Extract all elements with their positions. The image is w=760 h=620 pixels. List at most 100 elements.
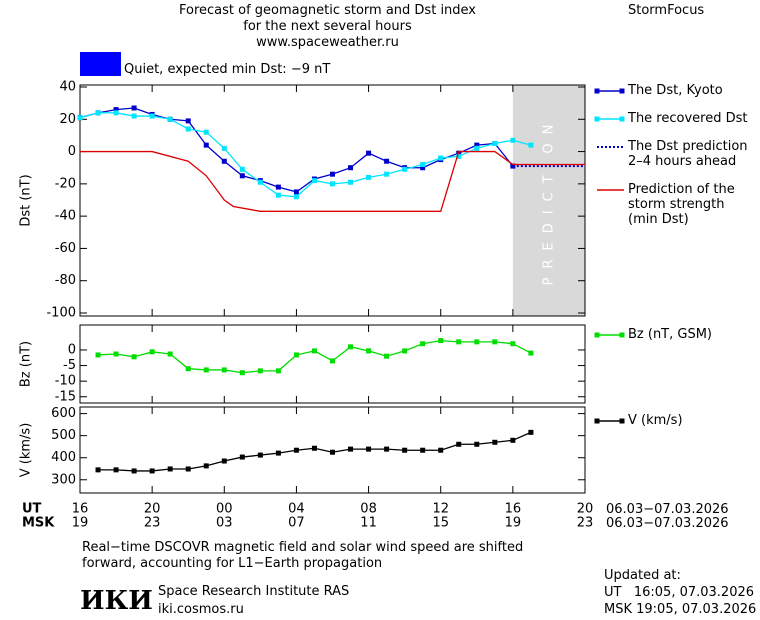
data-point [438, 338, 444, 344]
data-point [420, 161, 426, 167]
x-tick-label: 00 [216, 502, 233, 517]
data-point [474, 142, 480, 148]
data-point [221, 367, 227, 373]
series-line [80, 150, 585, 212]
x2-tick-label: 03 [216, 516, 233, 531]
y-axis-label: Bz (nT) [19, 341, 34, 387]
data-point [384, 158, 390, 164]
data-point [221, 458, 227, 464]
data-point [366, 348, 372, 354]
x-tick-label: 12 [432, 502, 449, 517]
plot-frame [79, 84, 586, 317]
data-point [131, 468, 137, 474]
data-point [474, 339, 480, 345]
data-point [293, 189, 299, 195]
prediction-band [512, 85, 585, 316]
data-point [185, 118, 191, 124]
data-point [149, 468, 155, 474]
x2-tick-label: 19 [72, 516, 89, 531]
y-tick-label: -60 [55, 241, 76, 256]
data-point [239, 166, 245, 172]
data-point [528, 429, 534, 435]
x2-tick-label: 15 [432, 516, 449, 531]
data-point [384, 446, 390, 452]
legend-label: The Dst prediction 2–4 hours ahead [628, 139, 748, 169]
legend-marker [619, 88, 625, 94]
x2-tick-label: 19 [505, 516, 522, 531]
status-swatch [80, 52, 121, 76]
y-tick-label: 0 [68, 144, 76, 159]
data-point [203, 463, 209, 469]
updated-msk: MSK 19:05, 07.03.2026 [604, 602, 757, 617]
y-axis-label: Dst (nT) [19, 174, 34, 226]
data-point [366, 150, 372, 156]
data-point [113, 107, 119, 113]
y-tick-label: -20 [55, 176, 76, 191]
y-tick-label: 40 [59, 80, 76, 95]
data-point [167, 466, 173, 472]
data-point [185, 466, 191, 472]
y-tick-label: -100 [46, 306, 76, 321]
data-point [348, 179, 354, 185]
data-point [528, 142, 534, 148]
data-point [492, 141, 498, 146]
data-point [113, 351, 119, 357]
data-point [474, 441, 480, 447]
series-line [98, 431, 532, 472]
data-point [239, 173, 245, 179]
legend-marker [619, 116, 625, 122]
data-point [311, 348, 317, 354]
data-point [95, 110, 101, 116]
data-point [203, 367, 209, 373]
data-point [221, 158, 227, 164]
series-line [79, 112, 532, 198]
legend-marker [594, 418, 600, 424]
logo: ИКИ [80, 586, 153, 616]
y-tick-label: 500 [51, 428, 76, 443]
y-tick-label: 300 [51, 472, 76, 487]
legend-label: The recovered Dst [628, 111, 748, 126]
data-point [420, 341, 426, 347]
x2-tick-label: 23 [144, 516, 161, 531]
data-point [402, 348, 408, 354]
x-tick-label: 20 [577, 502, 594, 517]
data-point [348, 446, 354, 452]
data-point [384, 171, 390, 177]
plot-frame [79, 406, 586, 494]
data-point [167, 351, 173, 357]
data-point [456, 339, 462, 345]
data-point [185, 126, 191, 132]
data-point [239, 370, 245, 376]
x2-tick-label: 07 [288, 516, 305, 531]
data-point [456, 441, 462, 447]
data-point [330, 358, 335, 364]
status: Quiet, expected min Dst: −9 nT [124, 62, 331, 77]
updated-heading: Updated at: [604, 568, 681, 583]
x-tick-label: 20 [144, 502, 161, 517]
data-point [293, 352, 299, 358]
data-point [330, 449, 335, 455]
data-point [311, 178, 317, 184]
data-point [330, 181, 335, 187]
y-tick-label: -10 [55, 374, 76, 389]
data-point [330, 171, 335, 177]
series-line [79, 107, 514, 193]
data-point [113, 110, 119, 116]
x-tick-label: 16 [72, 502, 89, 517]
plot-frame [79, 324, 586, 404]
x-tick-label: 16 [505, 502, 522, 517]
data-point [528, 350, 534, 356]
date-range-ut: 06.03−07.03.2026 [606, 502, 729, 517]
data-point [420, 447, 426, 453]
data-point [510, 341, 516, 347]
data-point [131, 113, 137, 119]
y-tick-label: -80 [55, 273, 76, 288]
data-point [366, 446, 372, 452]
y-tick-label: 20 [59, 112, 76, 127]
legend-marker [594, 332, 600, 338]
legend-label: Prediction of the storm strength (min Ds… [628, 182, 735, 227]
y-tick-label: -15 [55, 389, 76, 404]
data-point [366, 174, 372, 180]
